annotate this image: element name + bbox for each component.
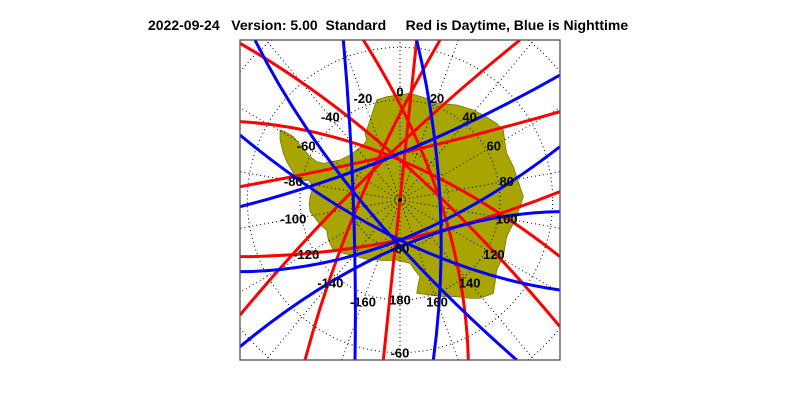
latitude-circle [246,46,554,354]
latitude-circle [394,194,406,206]
longitude-label: 180 [389,293,411,308]
nighttime-track [341,39,357,360]
longitude-label: 140 [459,276,481,291]
nighttime-track [239,73,560,209]
version-label: Version: 5.00 [231,17,318,33]
longitude-label: 160 [426,294,448,309]
color-legend: Red is Daytime, Blue is Nighttime [405,17,629,33]
longitude-label: -80 [284,174,303,189]
longitude-label: 120 [483,247,505,262]
longitude-label: -100 [280,211,306,226]
mode-label: Standard [325,17,387,33]
south-pole-marker [397,197,402,202]
daytime-track [239,120,560,258]
nighttime-track [253,39,518,360]
longitude-label: -40 [321,110,340,125]
longitude-label: -160 [350,294,376,309]
longitude-label: 100 [496,211,518,226]
ground-tracks [239,39,560,360]
nighttime-track [239,145,560,274]
longitude-label: -20 [354,91,373,106]
longitude-label: 80 [499,174,513,189]
longitude-label: 20 [430,91,444,106]
nighttime-track [415,39,443,360]
longitude-label: 40 [462,110,476,125]
longitude-label: 0 [396,84,403,99]
plot-title: 2022-09-24 Version: 5.00 Standard Red is… [148,17,628,33]
date-label: 2022-09-24 [148,17,220,33]
longitude-label: -120 [293,247,319,262]
latitude-label: -80 [391,241,410,256]
latitude-circle [351,151,449,249]
latitude-circle [299,99,501,301]
longitude-label: 60 [487,138,501,153]
longitude-label: -140 [317,276,343,291]
map-border [239,39,561,361]
nighttime-track [239,210,560,348]
latitude-label: -60 [391,345,410,360]
longitude-label: -60 [297,138,316,153]
daytime-track [239,39,521,316]
